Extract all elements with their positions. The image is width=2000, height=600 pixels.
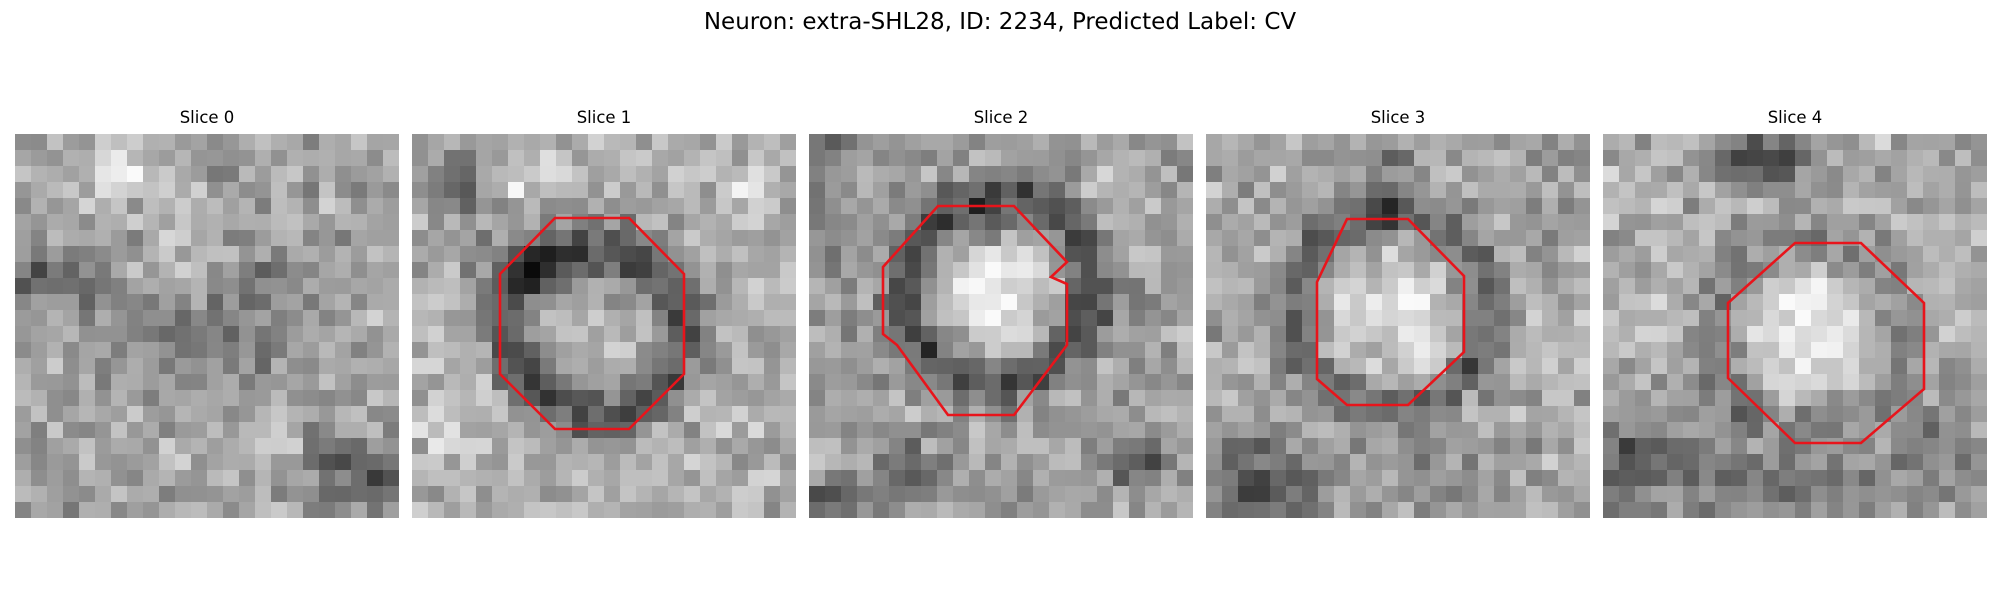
slice-image-frame bbox=[1603, 134, 1987, 518]
slice-outline-layer bbox=[1726, 241, 1926, 445]
slice-title: Slice 1 bbox=[576, 108, 632, 127]
slice-image bbox=[15, 134, 399, 518]
slice-image-frame bbox=[1206, 134, 1590, 518]
slice-outline-layer bbox=[1315, 217, 1466, 407]
slice-image bbox=[809, 134, 1193, 518]
slice-image bbox=[1206, 134, 1590, 518]
slice-image-frame bbox=[412, 134, 796, 518]
slice-outline-layer bbox=[881, 204, 1069, 417]
slice-panel-3: Slice 3 bbox=[1206, 108, 1590, 518]
slice-panel-4: Slice 4 bbox=[1603, 108, 1987, 518]
slice-outline-layer bbox=[498, 216, 686, 431]
slice-title: Slice 2 bbox=[973, 108, 1029, 127]
slice-image-frame bbox=[15, 134, 399, 518]
cell-outline bbox=[1315, 217, 1466, 407]
slice-image bbox=[412, 134, 796, 518]
slice-image-frame bbox=[809, 134, 1193, 518]
slice-panel-1: Slice 1 bbox=[412, 108, 796, 518]
slice-outline-layer bbox=[15, 134, 399, 518]
slice-title: Slice 4 bbox=[1767, 108, 1823, 127]
slice-title: Slice 0 bbox=[179, 108, 235, 127]
slice-title: Slice 3 bbox=[1370, 108, 1426, 127]
cell-outline bbox=[881, 204, 1069, 417]
cell-outline bbox=[1726, 241, 1926, 445]
slice-panel-2: Slice 2 bbox=[809, 108, 1193, 518]
cell-outline bbox=[498, 216, 686, 431]
slice-panel-0: Slice 0 bbox=[15, 108, 399, 518]
figure-title: Neuron: extra-SHL28, ID: 2234, Predicted… bbox=[703, 9, 1297, 35]
